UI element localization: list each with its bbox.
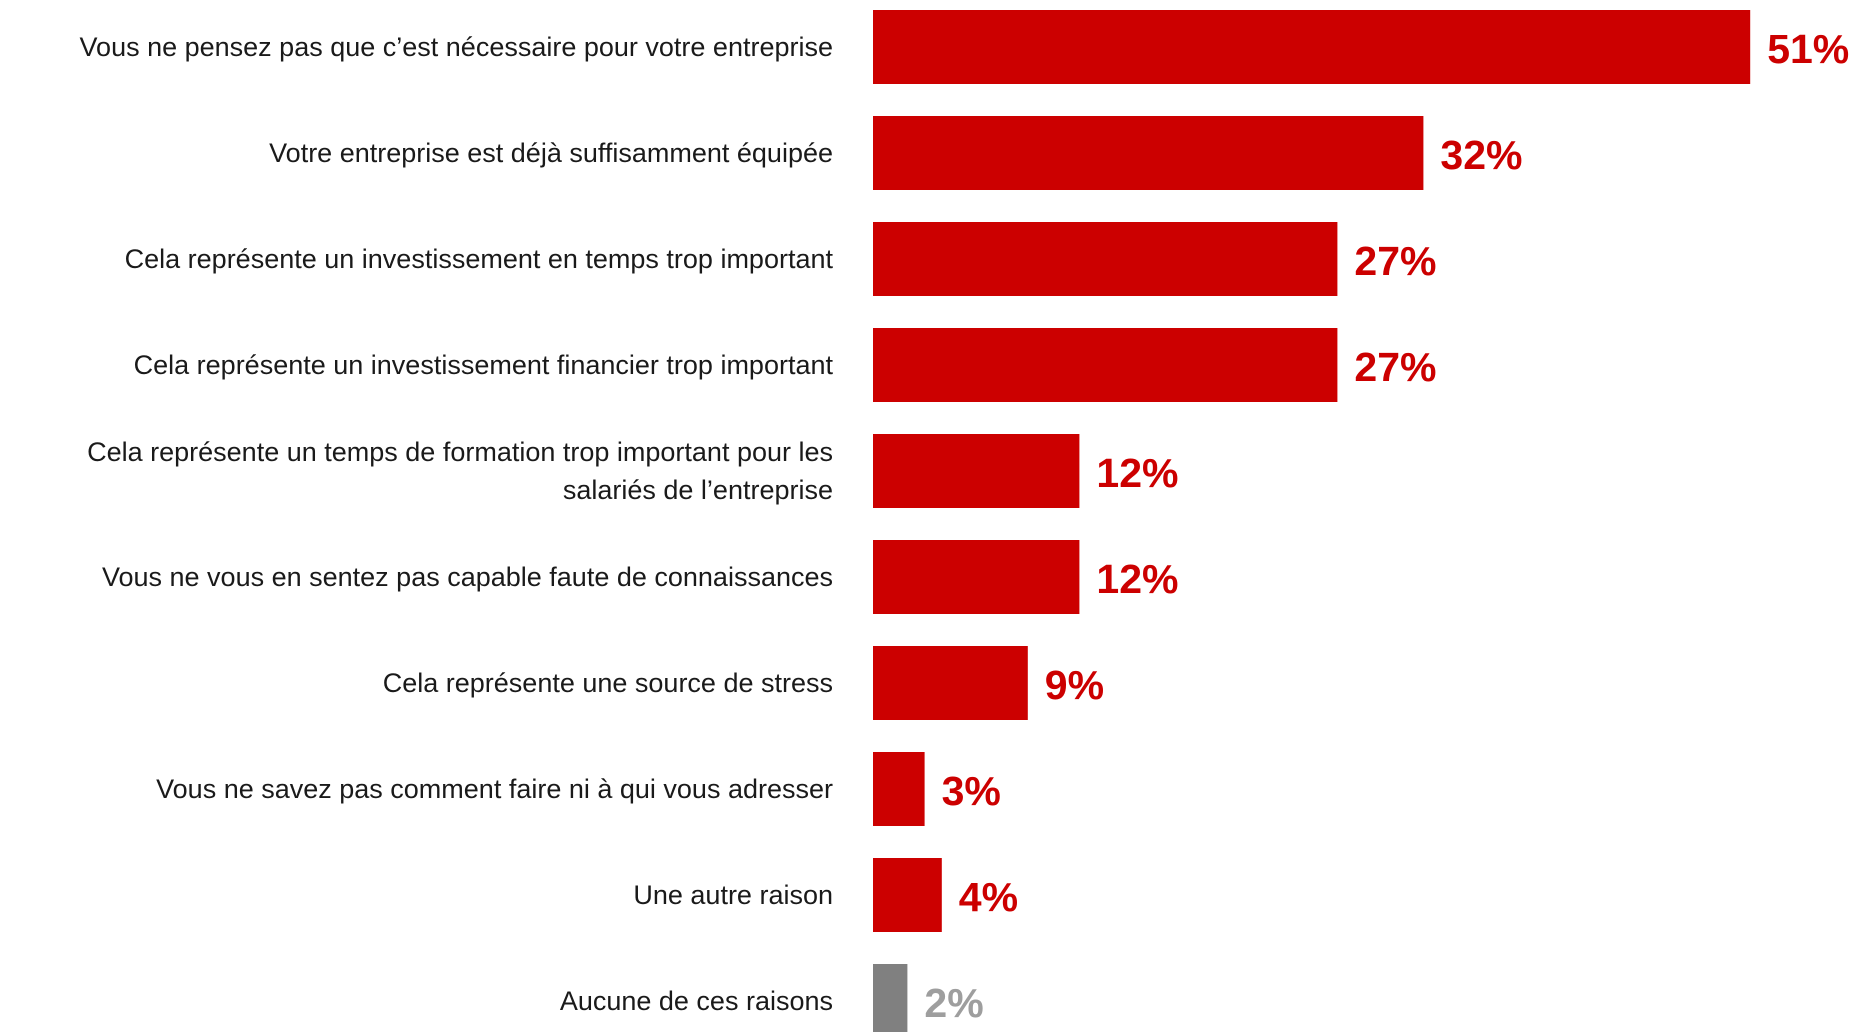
value-label: 12% — [1096, 450, 1178, 496]
category-label: Vous ne savez pas comment faire ni à qui… — [156, 774, 833, 804]
value-labels-group: 51% 32% 27% 27% 12% 12% 9% 3% 4% 2% — [924, 26, 1849, 1026]
value-label: 32% — [1440, 132, 1522, 178]
bar — [873, 964, 908, 1032]
category-label-line: Cela représente un temps de formation tr… — [87, 437, 833, 467]
category-label-line: Vous ne savez pas comment faire ni à qui… — [156, 774, 833, 804]
category-label-line: Vous ne vous en sentez pas capable faute… — [102, 562, 833, 592]
bar — [873, 646, 1028, 720]
value-label: 9% — [1045, 662, 1104, 708]
bar — [873, 434, 1080, 508]
value-label: 27% — [1354, 344, 1436, 390]
bar — [873, 540, 1080, 614]
category-label-line: salariés de l’entreprise — [563, 475, 833, 505]
bars-group — [873, 10, 1751, 1032]
category-label: Vous ne pensez pas que c’est nécessaire … — [80, 32, 833, 62]
category-label: Aucune de ces raisons — [560, 986, 833, 1016]
category-labels-group: Vous ne pensez pas que c’est nécessaire … — [80, 32, 834, 1016]
category-label: Vous ne vous en sentez pas capable faute… — [102, 562, 833, 592]
bar — [873, 116, 1424, 190]
category-label-line: Vous ne pensez pas que c’est nécessaire … — [80, 32, 833, 62]
bar — [873, 752, 925, 826]
bar — [873, 858, 942, 932]
category-label: Cela représente un investissement en tem… — [125, 244, 834, 274]
category-label: Cela représente un investissement financ… — [134, 350, 834, 380]
category-label-line: Aucune de ces raisons — [560, 986, 833, 1016]
value-label: 51% — [1767, 26, 1849, 72]
bar — [873, 222, 1338, 296]
category-label-line: Votre entreprise est déjà suffisamment é… — [269, 138, 833, 168]
category-label: Cela représente une source de stress — [383, 668, 833, 698]
category-label-line: Cela représente une source de stress — [383, 668, 833, 698]
value-label: 2% — [924, 980, 983, 1026]
value-label: 3% — [942, 768, 1001, 814]
bar — [873, 10, 1751, 84]
category-label: Votre entreprise est déjà suffisamment é… — [269, 138, 833, 168]
category-label-line: Cela représente un investissement financ… — [134, 350, 834, 380]
category-label: Cela représente un temps de formation tr… — [87, 437, 833, 505]
bar — [873, 328, 1338, 402]
category-label-line: Une autre raison — [633, 880, 833, 910]
value-label: 4% — [959, 874, 1018, 920]
category-label: Une autre raison — [633, 880, 833, 910]
value-label: 12% — [1096, 556, 1178, 602]
category-label-line: Cela représente un investissement en tem… — [125, 244, 834, 274]
value-label: 27% — [1354, 238, 1436, 284]
